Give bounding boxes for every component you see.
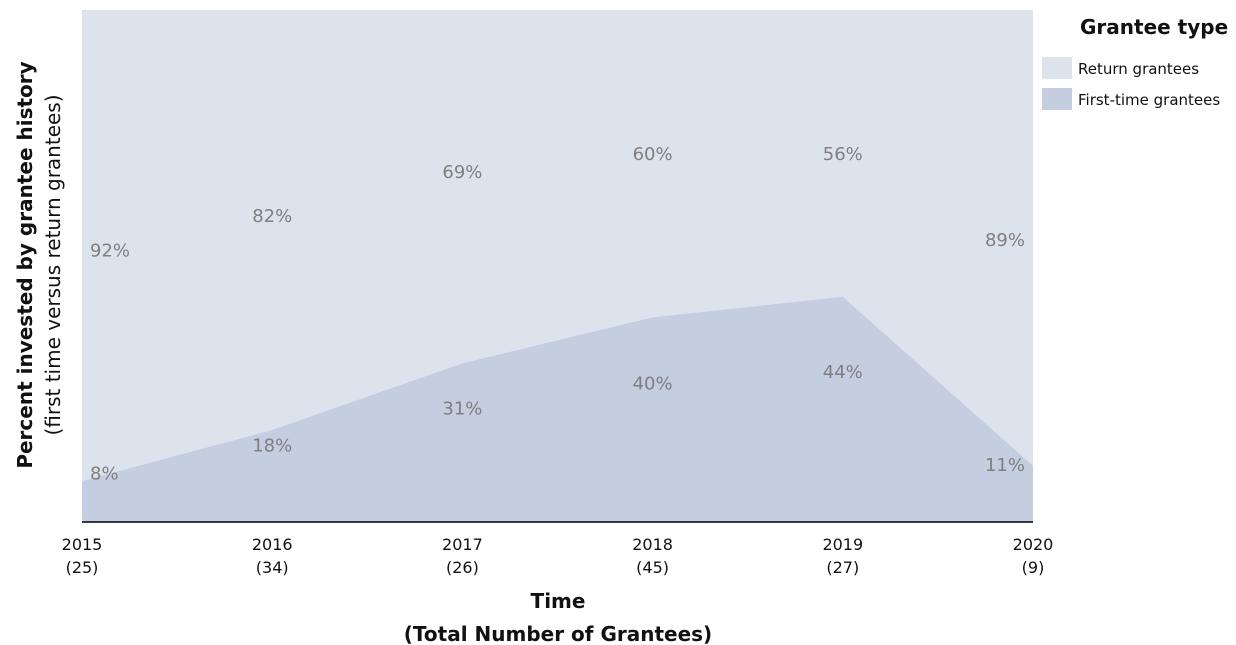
- x-tick-label-year: 2020: [1013, 535, 1054, 554]
- data-label-first-time-grantees: 44%: [823, 362, 863, 383]
- data-label-return-grantees: 92%: [90, 240, 130, 261]
- data-label-return-grantees: 82%: [252, 206, 292, 227]
- x-axis-title: Time: [531, 589, 586, 613]
- x-tick-label-count: (45): [636, 558, 669, 577]
- legend-title: Grantee type: [1080, 15, 1228, 39]
- area-first-time-grantees: [82, 296, 1033, 522]
- data-label-first-time-grantees: 8%: [90, 463, 119, 484]
- data-label-return-grantees: 60%: [633, 144, 673, 165]
- x-axis-subtitle: (Total Number of Grantees): [404, 622, 712, 645]
- x-tick-label-count: (27): [826, 558, 859, 577]
- x-tick-label-count: (34): [256, 558, 289, 577]
- legend: Grantee type Return grantees First-time …: [1042, 15, 1228, 110]
- area-return-grantees: [82, 10, 1033, 482]
- x-tick-label-year: 2018: [632, 535, 673, 554]
- y-axis-title: Percent invested by grantee history: [13, 61, 37, 468]
- data-label-first-time-grantees: 40%: [633, 373, 673, 394]
- y-axis-subtitle: (first time versus return grantees): [41, 94, 65, 435]
- data-label-first-time-grantees: 31%: [442, 399, 482, 420]
- legend-swatch-first-time-grantees: [1042, 88, 1072, 110]
- data-label-return-grantees: 56%: [823, 144, 863, 165]
- plot-area: [82, 10, 1033, 522]
- x-tick-label-count: (26): [446, 558, 479, 577]
- legend-swatch-return-grantees: [1042, 57, 1072, 79]
- data-labels: 92% 8% 82% 18% 69% 31% 60% 40% 56% 44% 89% 11%: [90, 144, 1025, 484]
- data-label-return-grantees: 69%: [442, 162, 482, 183]
- x-tick-label-year: 2015: [62, 535, 103, 554]
- x-axis-ticks: 2015 (25) 2016 (34) 2017 (26) 2018 (45) 2019 (27)…: [62, 535, 1054, 577]
- x-tick-label-year: 2019: [822, 535, 863, 554]
- data-label-return-grantees: 89%: [985, 230, 1025, 251]
- x-tick-label-year: 2016: [252, 535, 293, 554]
- legend-label-first-time-grantees: First-time grantees: [1078, 91, 1220, 109]
- data-label-first-time-grantees: 11%: [985, 455, 1025, 476]
- x-tick-label-count: (25): [66, 558, 99, 577]
- x-tick-label-count: (9): [1022, 558, 1045, 577]
- legend-label-return-grantees: Return grantees: [1078, 60, 1199, 78]
- x-tick-label-year: 2017: [442, 535, 483, 554]
- data-label-first-time-grantees: 18%: [252, 435, 292, 456]
